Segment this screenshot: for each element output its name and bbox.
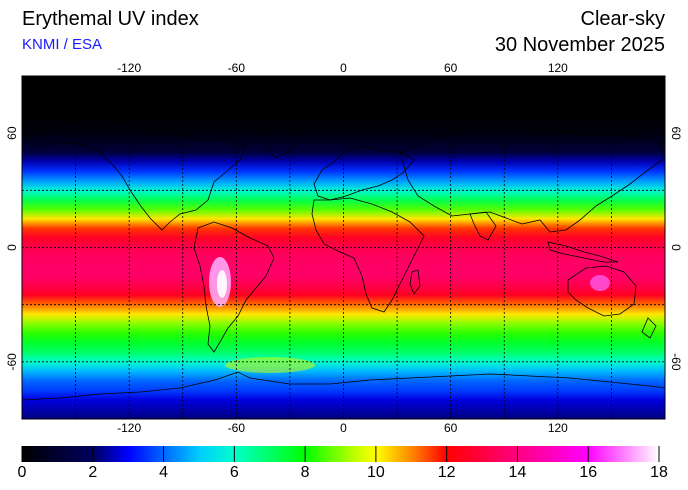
coastline-madagascar bbox=[409, 269, 421, 295]
map-area bbox=[22, 76, 665, 419]
coastline-new-zealand bbox=[641, 317, 657, 339]
longitude-tick-label: -120 bbox=[117, 61, 141, 75]
coastline-australia bbox=[567, 265, 637, 317]
andes-uv-peak bbox=[217, 270, 227, 298]
coastline-india bbox=[469, 211, 497, 241]
colorbar-tick-label: 4 bbox=[159, 464, 168, 481]
map-frame bbox=[21, 75, 666, 420]
latitude-tick-label-left: -60 bbox=[5, 353, 19, 371]
longitude-labels-bottom: -120 -60 0 60 120 bbox=[117, 421, 568, 435]
latitude-tick-label-right: 0 bbox=[669, 244, 683, 251]
coastline-antarctica bbox=[22, 371, 665, 401]
south-atlantic-uv-band bbox=[225, 357, 315, 373]
coastline-south-america bbox=[193, 221, 275, 353]
longitude-tick-label: 0 bbox=[340, 61, 347, 75]
coastline-europe bbox=[313, 145, 415, 201]
coastline-north-america bbox=[29, 117, 247, 231]
colorbar-tick-label: 2 bbox=[88, 464, 98, 481]
longitude-tick-label: 0 bbox=[340, 421, 347, 435]
colorbar-ticks bbox=[21, 446, 660, 462]
map-title: Erythemal UV index bbox=[22, 8, 199, 30]
colorbar-tick-label: 16 bbox=[579, 464, 598, 481]
coastline-indonesia bbox=[547, 241, 619, 263]
colorbar-tick-label: 6 bbox=[229, 464, 239, 481]
australia-uv-hotspot bbox=[590, 275, 610, 291]
coastline-africa bbox=[311, 197, 425, 313]
longitude-tick-label: 60 bbox=[444, 61, 458, 75]
longitude-tick-label: -60 bbox=[228, 61, 246, 75]
longitude-tick-label: -120 bbox=[117, 421, 141, 435]
date-label: 30 November 2025 bbox=[494, 34, 665, 56]
colorbar-tick-label: 14 bbox=[508, 464, 527, 481]
latitude-tick-label-right: -60 bbox=[669, 353, 683, 371]
latitude-labels-right: 60 0 -60 bbox=[669, 126, 683, 370]
coastline-asia bbox=[399, 125, 663, 233]
longitude-labels-top: -120 -60 0 60 120 bbox=[117, 61, 568, 75]
gridlines bbox=[22, 76, 665, 419]
sky-condition-label: Clear-sky bbox=[580, 8, 665, 30]
colorbar-tick-label: 0 bbox=[17, 464, 27, 481]
colorbar bbox=[22, 446, 659, 462]
colorbar-tick-label: 8 bbox=[300, 464, 310, 481]
longitude-tick-label: -60 bbox=[228, 421, 246, 435]
source-label: KNMI / ESA bbox=[22, 36, 103, 53]
latitude-tick-label-right: 60 bbox=[669, 126, 683, 140]
longitude-tick-label: 120 bbox=[548, 421, 568, 435]
longitude-tick-label: 60 bbox=[444, 421, 458, 435]
latitude-tick-label-left: 0 bbox=[5, 244, 19, 251]
latitude-tick-label-left: 60 bbox=[5, 126, 19, 140]
longitude-tick-label: 120 bbox=[548, 61, 568, 75]
colorbar-tick-label: 18 bbox=[650, 464, 668, 481]
colorbar-tick-label: 10 bbox=[366, 464, 385, 481]
latitude-labels-left: 60 0 -60 bbox=[5, 126, 19, 370]
colorbar-tick-label: 12 bbox=[437, 464, 456, 481]
